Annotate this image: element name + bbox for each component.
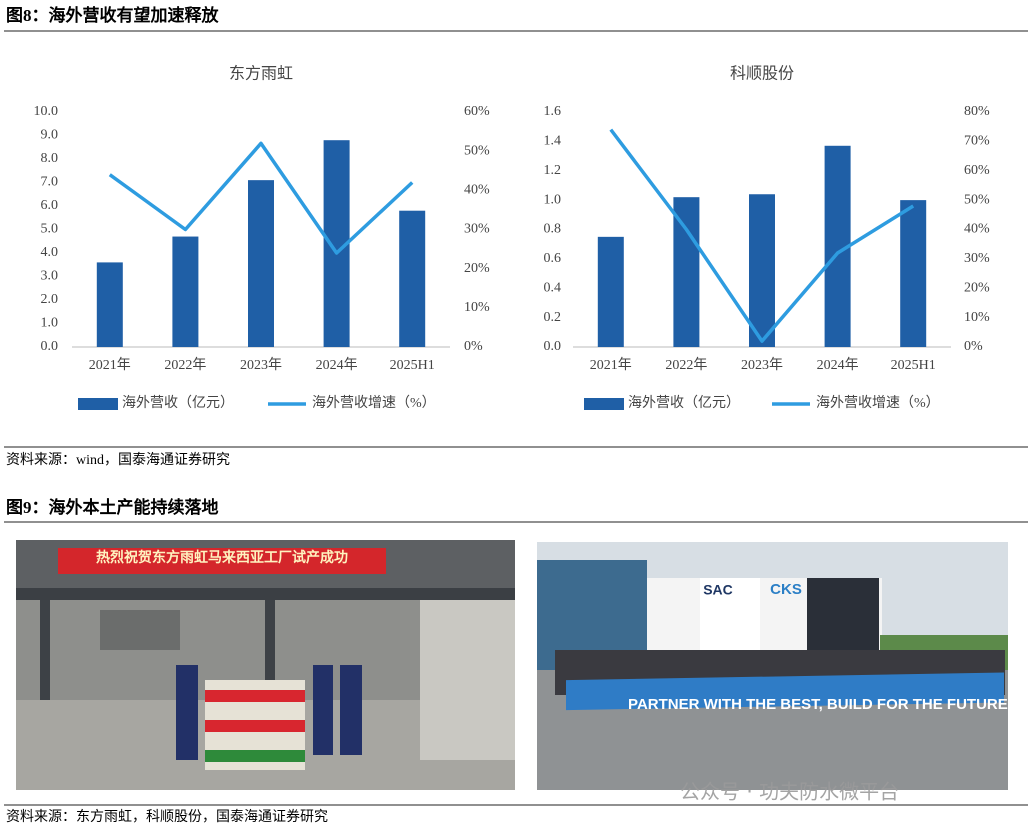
y-tick-label: 1.2: [544, 163, 562, 178]
photo-factory: 热烈祝贺东方雨虹马来西亚工厂试产成功: [16, 540, 515, 790]
y-tick-label: 0.2: [544, 310, 562, 325]
line: [609, 128, 915, 343]
y2-tick-label: 70%: [964, 134, 990, 149]
photo-building: SAC CKS PARTNER WITH THE BEST, BUILD FOR…: [537, 542, 1012, 790]
y2-tick-label: 30%: [464, 222, 490, 237]
x-tick-label: 2021年: [590, 357, 632, 373]
y-tick-label: 10.0: [34, 104, 59, 119]
y2-tick-label: 10%: [964, 310, 990, 325]
y-tick-label: 0.8: [544, 222, 562, 237]
x-tick-label: 2022年: [164, 357, 206, 373]
figure-title: 图8：海外营收有望加速释放: [6, 5, 219, 25]
y-tick-label: 6.0: [41, 198, 59, 213]
bar: [248, 180, 274, 347]
y-tick-label: 0.0: [544, 339, 562, 354]
x-tick-label: 2023年: [240, 357, 282, 373]
charts: 东方雨虹 0.0 1.0 2.0 3.0 4.0 5.0 6.0 7.0 8.0 9.0 10.0 0%…: [34, 65, 991, 412]
y-tick-label: 1.0: [41, 316, 59, 331]
bar: [900, 200, 927, 347]
y-tick-label: 0.0: [41, 339, 59, 354]
x-tick-label: 2024年: [316, 357, 358, 373]
legend-label: 海外营收（亿元）: [122, 395, 234, 411]
chart-title: 科顺股份: [730, 65, 794, 83]
y-tick-label: 7.0: [41, 175, 59, 190]
legend-label: 海外营收增速（%）: [816, 395, 940, 411]
y-tick-label: 0.6: [544, 251, 562, 266]
y-tick-label: 2.0: [41, 292, 59, 307]
bar: [399, 210, 426, 347]
y-tick-label: 0.4: [544, 280, 562, 295]
legend-swatch: [78, 398, 118, 410]
y2-tick-label: 60%: [464, 104, 490, 119]
y2-tick-label: 20%: [464, 261, 490, 276]
y2-tick-label: 0%: [964, 339, 983, 354]
bar: [597, 236, 624, 347]
watermark: 公众号 · 功夫防水微平台: [680, 780, 899, 804]
y2-tick-label: 0%: [464, 339, 483, 354]
source: 资料来源：东方雨虹，科顺股份，国泰海通证券研究: [6, 809, 328, 825]
photo-banner: PARTNER WITH THE BEST, BUILD FOR THE FUT…: [628, 696, 1012, 713]
photo-sign: CKS: [770, 581, 802, 598]
y-tick-label: 1.0: [544, 192, 562, 207]
x-tick-label: 2022年: [665, 357, 707, 373]
y-tick-label: 1.6: [544, 104, 562, 119]
x-tick-label: 2025H1: [390, 358, 435, 373]
y-tick-label: 9.0: [41, 128, 59, 143]
bar: [749, 194, 775, 347]
x-tick-label: 2023年: [741, 357, 783, 373]
photo-banner: 热烈祝贺东方雨虹马来西亚工厂试产成功: [96, 549, 348, 566]
y-tick-label: 3.0: [41, 269, 59, 284]
x-tick-label: 2025H1: [891, 358, 936, 373]
y-tick-label: 1.4: [544, 134, 562, 149]
y2-tick-label: 20%: [964, 280, 990, 295]
y2-tick-label: 40%: [464, 183, 490, 198]
y2-tick-label: 40%: [964, 222, 990, 237]
x-tick-label: 2021年: [89, 357, 131, 373]
y2-tick-label: 50%: [964, 192, 990, 207]
y-tick-label: 4.0: [41, 245, 59, 260]
chart-title: 东方雨虹: [229, 65, 293, 83]
y-tick-label: 8.0: [41, 151, 59, 166]
bar: [172, 236, 199, 347]
y2-tick-label: 10%: [464, 300, 490, 315]
bar: [673, 197, 700, 347]
legend-label: 海外营收增速（%）: [312, 395, 436, 411]
y2-tick-label: 50%: [464, 143, 490, 158]
y2-tick-label: 60%: [964, 163, 990, 178]
x-tick-label: 2024年: [817, 357, 859, 373]
y2-tick-label: 80%: [964, 104, 990, 119]
figure-title: 图9：海外本土产能持续落地: [6, 497, 219, 517]
y-tick-label: 5.0: [41, 222, 59, 237]
bar: [96, 262, 123, 347]
photo-sign: SAC: [703, 582, 733, 598]
y2-tick-label: 30%: [964, 251, 990, 266]
legend-swatch: [584, 398, 624, 410]
source: 资料来源：wind，国泰海通证券研究: [6, 452, 230, 468]
line: [108, 141, 414, 255]
legend-label: 海外营收（亿元）: [628, 395, 740, 411]
